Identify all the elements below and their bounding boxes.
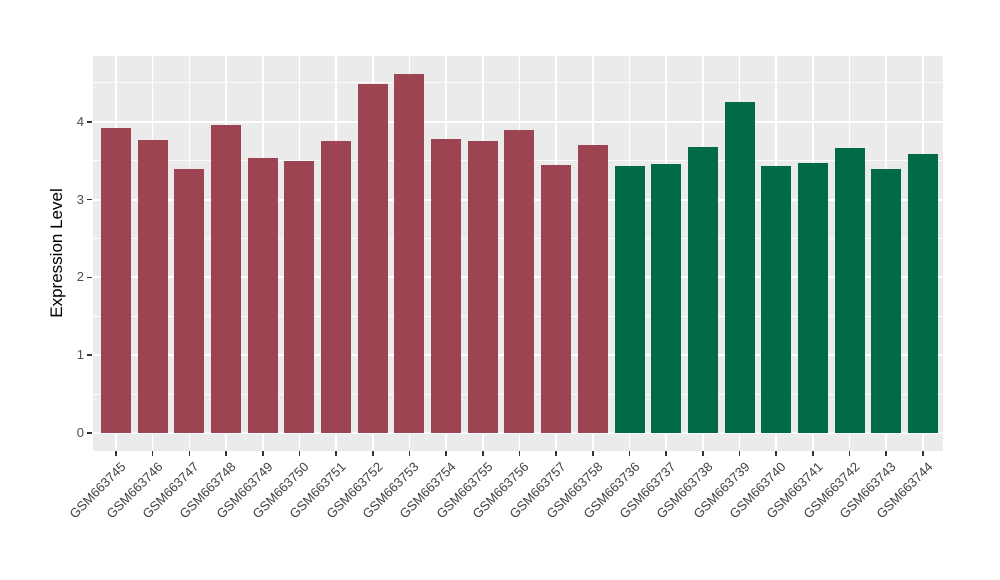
x-tick-mark [408, 451, 411, 456]
bar-GSM663750 [284, 161, 315, 433]
y-tick-mark [87, 354, 92, 356]
bar-GSM663753 [394, 74, 425, 433]
bar-GSM663737 [651, 163, 682, 433]
x-tick-mark [151, 451, 154, 456]
x-tick-mark [775, 451, 778, 456]
y-tick-mark [87, 276, 92, 279]
y-tick-mark [87, 432, 92, 434]
x-tick-mark [922, 451, 924, 456]
bar-GSM663746 [137, 139, 168, 433]
bar-GSM663745 [101, 128, 131, 433]
x-tick-mark [518, 451, 521, 456]
y-tick-label: 1 [76, 347, 84, 363]
bar-GSM663738 [687, 146, 718, 433]
bar-GSM663741 [797, 163, 828, 433]
x-tick-mark [665, 451, 667, 456]
gridline-major-h [93, 120, 943, 123]
x-tick-mark [848, 451, 851, 456]
x-tick-mark [115, 451, 117, 456]
x-tick-mark [482, 451, 484, 456]
y-tick-label: 4 [76, 113, 84, 129]
x-tick-mark [335, 451, 337, 456]
plot-panel [93, 56, 943, 451]
bar-GSM663742 [834, 148, 865, 433]
y-tick-mark [87, 121, 92, 123]
x-tick-mark [702, 451, 704, 456]
x-tick-mark [738, 451, 741, 456]
x-tick-mark [628, 451, 631, 456]
bar-GSM663739 [724, 101, 755, 433]
bar-GSM663747 [174, 169, 205, 433]
x-tick-mark [445, 451, 447, 456]
y-axis-title: Expression Level [47, 188, 66, 318]
bar-GSM663744 [907, 154, 938, 433]
x-tick-mark [188, 451, 191, 456]
bar-GSM663748 [211, 124, 242, 433]
x-tick-mark [592, 451, 594, 456]
y-tick-label: 2 [76, 269, 84, 285]
x-tick-mark [298, 451, 301, 456]
y-tick-mark [87, 198, 92, 201]
bar-GSM663740 [761, 166, 792, 433]
x-tick-mark [555, 451, 557, 456]
x-tick-mark [261, 451, 264, 456]
gridline-major-h [93, 432, 943, 434]
bar-GSM663736 [614, 166, 645, 433]
y-tick-label: 0 [76, 425, 84, 440]
bar-GSM663749 [247, 158, 278, 433]
bar-GSM663756 [504, 129, 535, 433]
bar-GSM663754 [431, 138, 462, 433]
bar-GSM663752 [357, 83, 388, 433]
x-tick-mark [225, 451, 227, 456]
y-tick-label: 3 [76, 191, 84, 207]
bar-GSM663758 [577, 145, 608, 433]
bar-GSM663757 [541, 164, 572, 433]
x-tick-mark [812, 451, 814, 456]
bar-GSM663751 [321, 141, 352, 433]
x-tick-mark [885, 451, 888, 456]
gridline-minor-h [93, 82, 943, 84]
bar-GSM663755 [467, 141, 498, 433]
bar-GSM663743 [871, 169, 902, 433]
x-tick-mark [371, 451, 374, 456]
